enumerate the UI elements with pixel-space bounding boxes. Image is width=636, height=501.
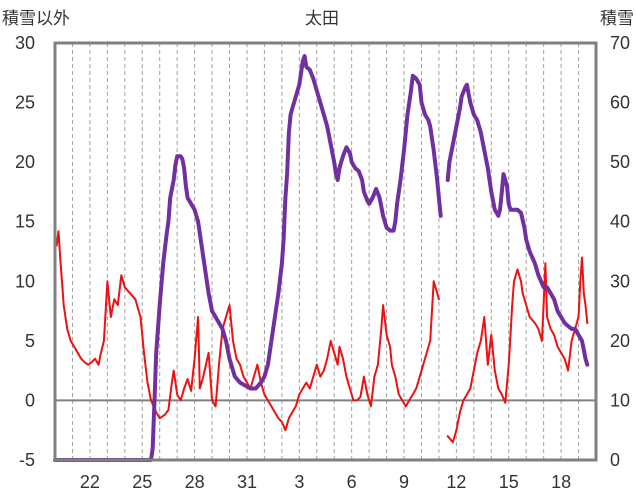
x-tick-label: 25: [132, 472, 152, 492]
x-tick-label: 9: [399, 472, 409, 492]
x-tick-label: 6: [347, 472, 357, 492]
y-right-tick-label: 40: [610, 212, 630, 232]
y-left-tick-label: 5: [25, 331, 35, 351]
y-left-tick-label: 20: [15, 152, 35, 172]
y-right-tick-label: 30: [610, 271, 630, 291]
y-right-tick-label: 50: [610, 152, 630, 172]
y-left-tick-label: 0: [25, 390, 35, 410]
y-right-tick-label: 70: [610, 33, 630, 53]
x-tick-label: 18: [551, 472, 571, 492]
y-left-tick-label: -5: [19, 450, 35, 470]
y-axis-right-label: 積雪: [600, 9, 634, 29]
snow-depth-line-3: [53, 54, 443, 462]
series-group: [53, 54, 590, 462]
y-left-tick-label: 25: [15, 93, 35, 113]
snow-depth-line-4: [445, 82, 590, 367]
x-tick-label: 31: [237, 472, 257, 492]
y-left-tick-label: 30: [15, 33, 35, 53]
y-left-tick-label: 10: [15, 271, 35, 291]
x-tick-label: 22: [80, 472, 100, 492]
x-axis-ticks: 22 25 28 31 3 6 9 12 15 18: [80, 472, 571, 492]
chart-title: 太田: [305, 9, 339, 29]
temperature-line-2: [446, 256, 589, 444]
y-right-tick-label: 10: [610, 390, 630, 410]
plot-area-border: [53, 41, 598, 462]
x-tick-label: 28: [185, 472, 205, 492]
y-right-tick-label: 60: [610, 93, 630, 113]
y-axis-left-ticks: 30 25 20 15 10 5 0 -5: [15, 33, 35, 470]
y-axis-right-ticks: 70 60 50 40 30 20 10 0: [610, 33, 630, 470]
y-axis-left-label: 積雪以外: [2, 9, 70, 29]
y-right-tick-label: 0: [610, 450, 620, 470]
y-right-tick-label: 20: [610, 331, 630, 351]
x-tick-label: 12: [446, 472, 466, 492]
x-tick-label: 15: [499, 472, 519, 492]
x-tick-label: 3: [294, 472, 304, 492]
y-left-tick-label: 15: [15, 212, 35, 232]
